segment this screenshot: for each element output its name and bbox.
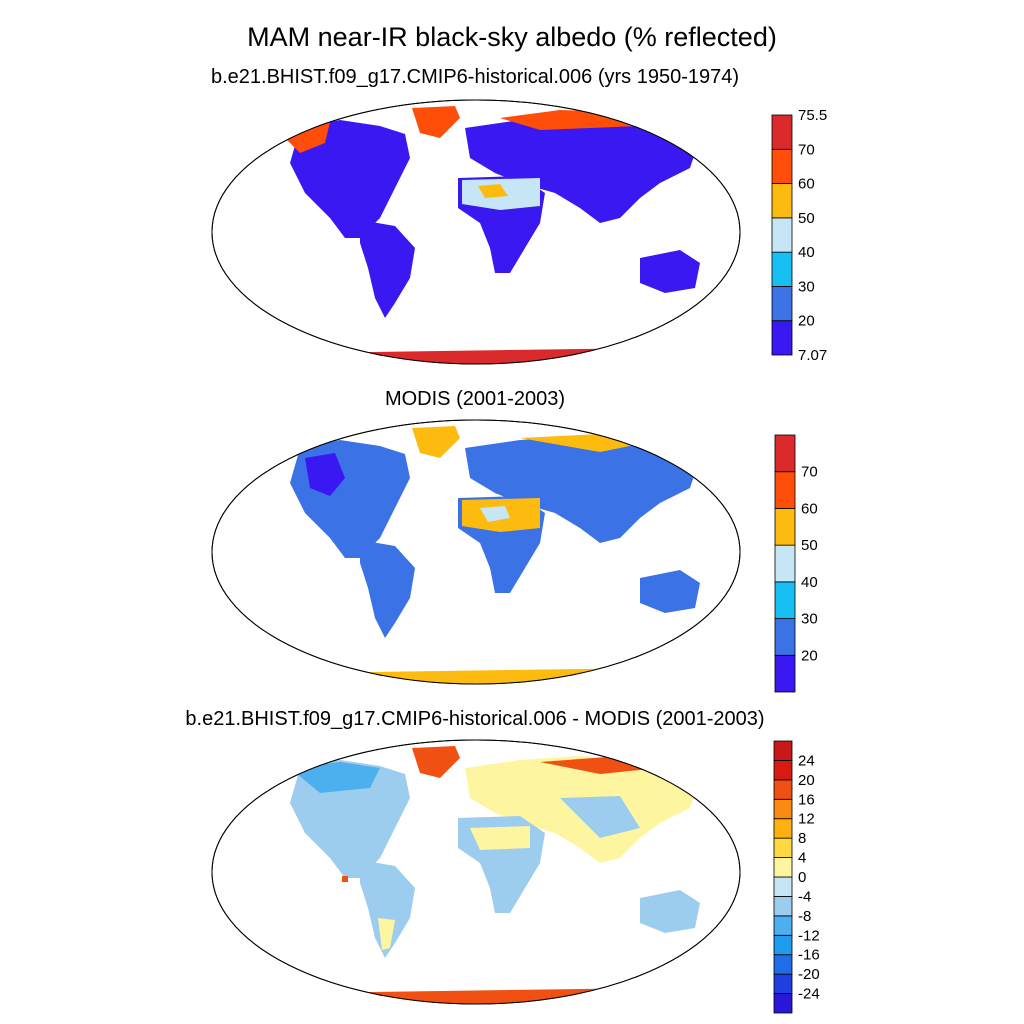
colorbar-box [773,954,793,975]
colorbar-label: 7.07 [798,347,827,364]
colorbar-label: 20 [798,313,815,330]
model-albedo-map-panel: 7.07 20 30 40 50 60 70 75.5 [211,99,827,365]
colorbar-box [773,779,793,800]
colorbar-box [771,183,793,219]
colorbar-label: 4 [798,850,806,867]
colorbar-box [773,798,793,820]
colorbar-label: 50 [801,537,818,554]
colorbar-box [774,618,796,656]
colorbar-label: -4 [798,888,811,905]
colorbar-label: -20 [798,966,820,983]
colorbar-box [773,993,793,1014]
colorbar-box [771,320,793,356]
difference-map-panel: -24 -20 -16 -12 -8 -4 0 4 8 12 16 20 24 [211,739,820,1014]
colorbar-box [773,740,793,761]
colorbar-label: 40 [798,244,815,261]
colorbar-box [774,544,796,583]
colorbar-box [774,581,796,619]
colorbar-box [773,818,793,839]
colorbar-box [773,857,793,878]
colorbar-label: 60 [798,176,815,193]
colorbar-box [774,471,796,509]
colorbar-label: 12 [798,811,815,828]
colorbar-box [774,434,796,473]
figure-title: MAM near-IR black-sky albedo (% reflecte… [247,22,777,52]
colorbar-label: 30 [798,278,815,295]
colorbar-box [773,837,793,858]
colorbar-label: -24 [798,986,820,1003]
colorbar-box [771,217,793,253]
colorbar-box [773,760,793,781]
model-albedo-map [211,99,741,365]
colorbar-box [771,114,793,150]
colorbar-label: 24 [798,752,815,769]
colorbar-box [771,286,793,322]
difference-colorbar: -24 -20 -16 -12 -8 -4 0 4 8 12 16 20 24 [773,740,820,1014]
colorbar-label: 16 [798,791,815,808]
panel-2-subtitle: MODIS (2001-2003) [384,388,566,410]
colorbar-label: 30 [801,611,818,628]
modis-albedo-map-panel: 20 30 40 50 60 70 [211,419,818,693]
modis-albedo-colorbar: 20 30 40 50 60 70 [774,434,818,693]
colorbar-label: -8 [798,908,811,925]
panel-1-subtitle: b.e21.BHIST.f09_g17.CMIP6-historical.006… [210,66,740,88]
colorbar-label: 20 [798,772,815,789]
panel-3-subtitle: b.e21.BHIST.f09_g17.CMIP6-historical.006… [185,708,765,730]
colorbar-label: 8 [798,830,806,847]
colorbar-box [773,876,793,897]
colorbar-label: 20 [801,647,818,664]
colorbar-box [771,251,793,287]
colorbar-box [774,654,796,693]
model-albedo-colorbar: 7.07 20 30 40 50 60 70 75.5 [771,107,827,364]
colorbar-label: 60 [801,500,818,517]
colorbar-box [773,896,793,917]
colorbar-label: 70 [801,464,818,481]
colorbar-label: 70 [798,141,815,158]
colorbar-label: 40 [801,574,818,591]
colorbar-box [774,508,796,546]
colorbar-box [773,915,793,936]
colorbar-label: 50 [798,210,815,227]
colorbar-label: -12 [798,927,820,944]
colorbar-box [771,148,793,184]
colorbar-box [773,934,793,956]
modis-albedo-map [211,419,741,685]
colorbar-label: 75.5 [798,107,827,124]
colorbar-label: -16 [798,947,820,964]
colorbar-box [773,973,793,994]
colorbar-label: 0 [798,869,806,886]
difference-map [211,739,741,1005]
